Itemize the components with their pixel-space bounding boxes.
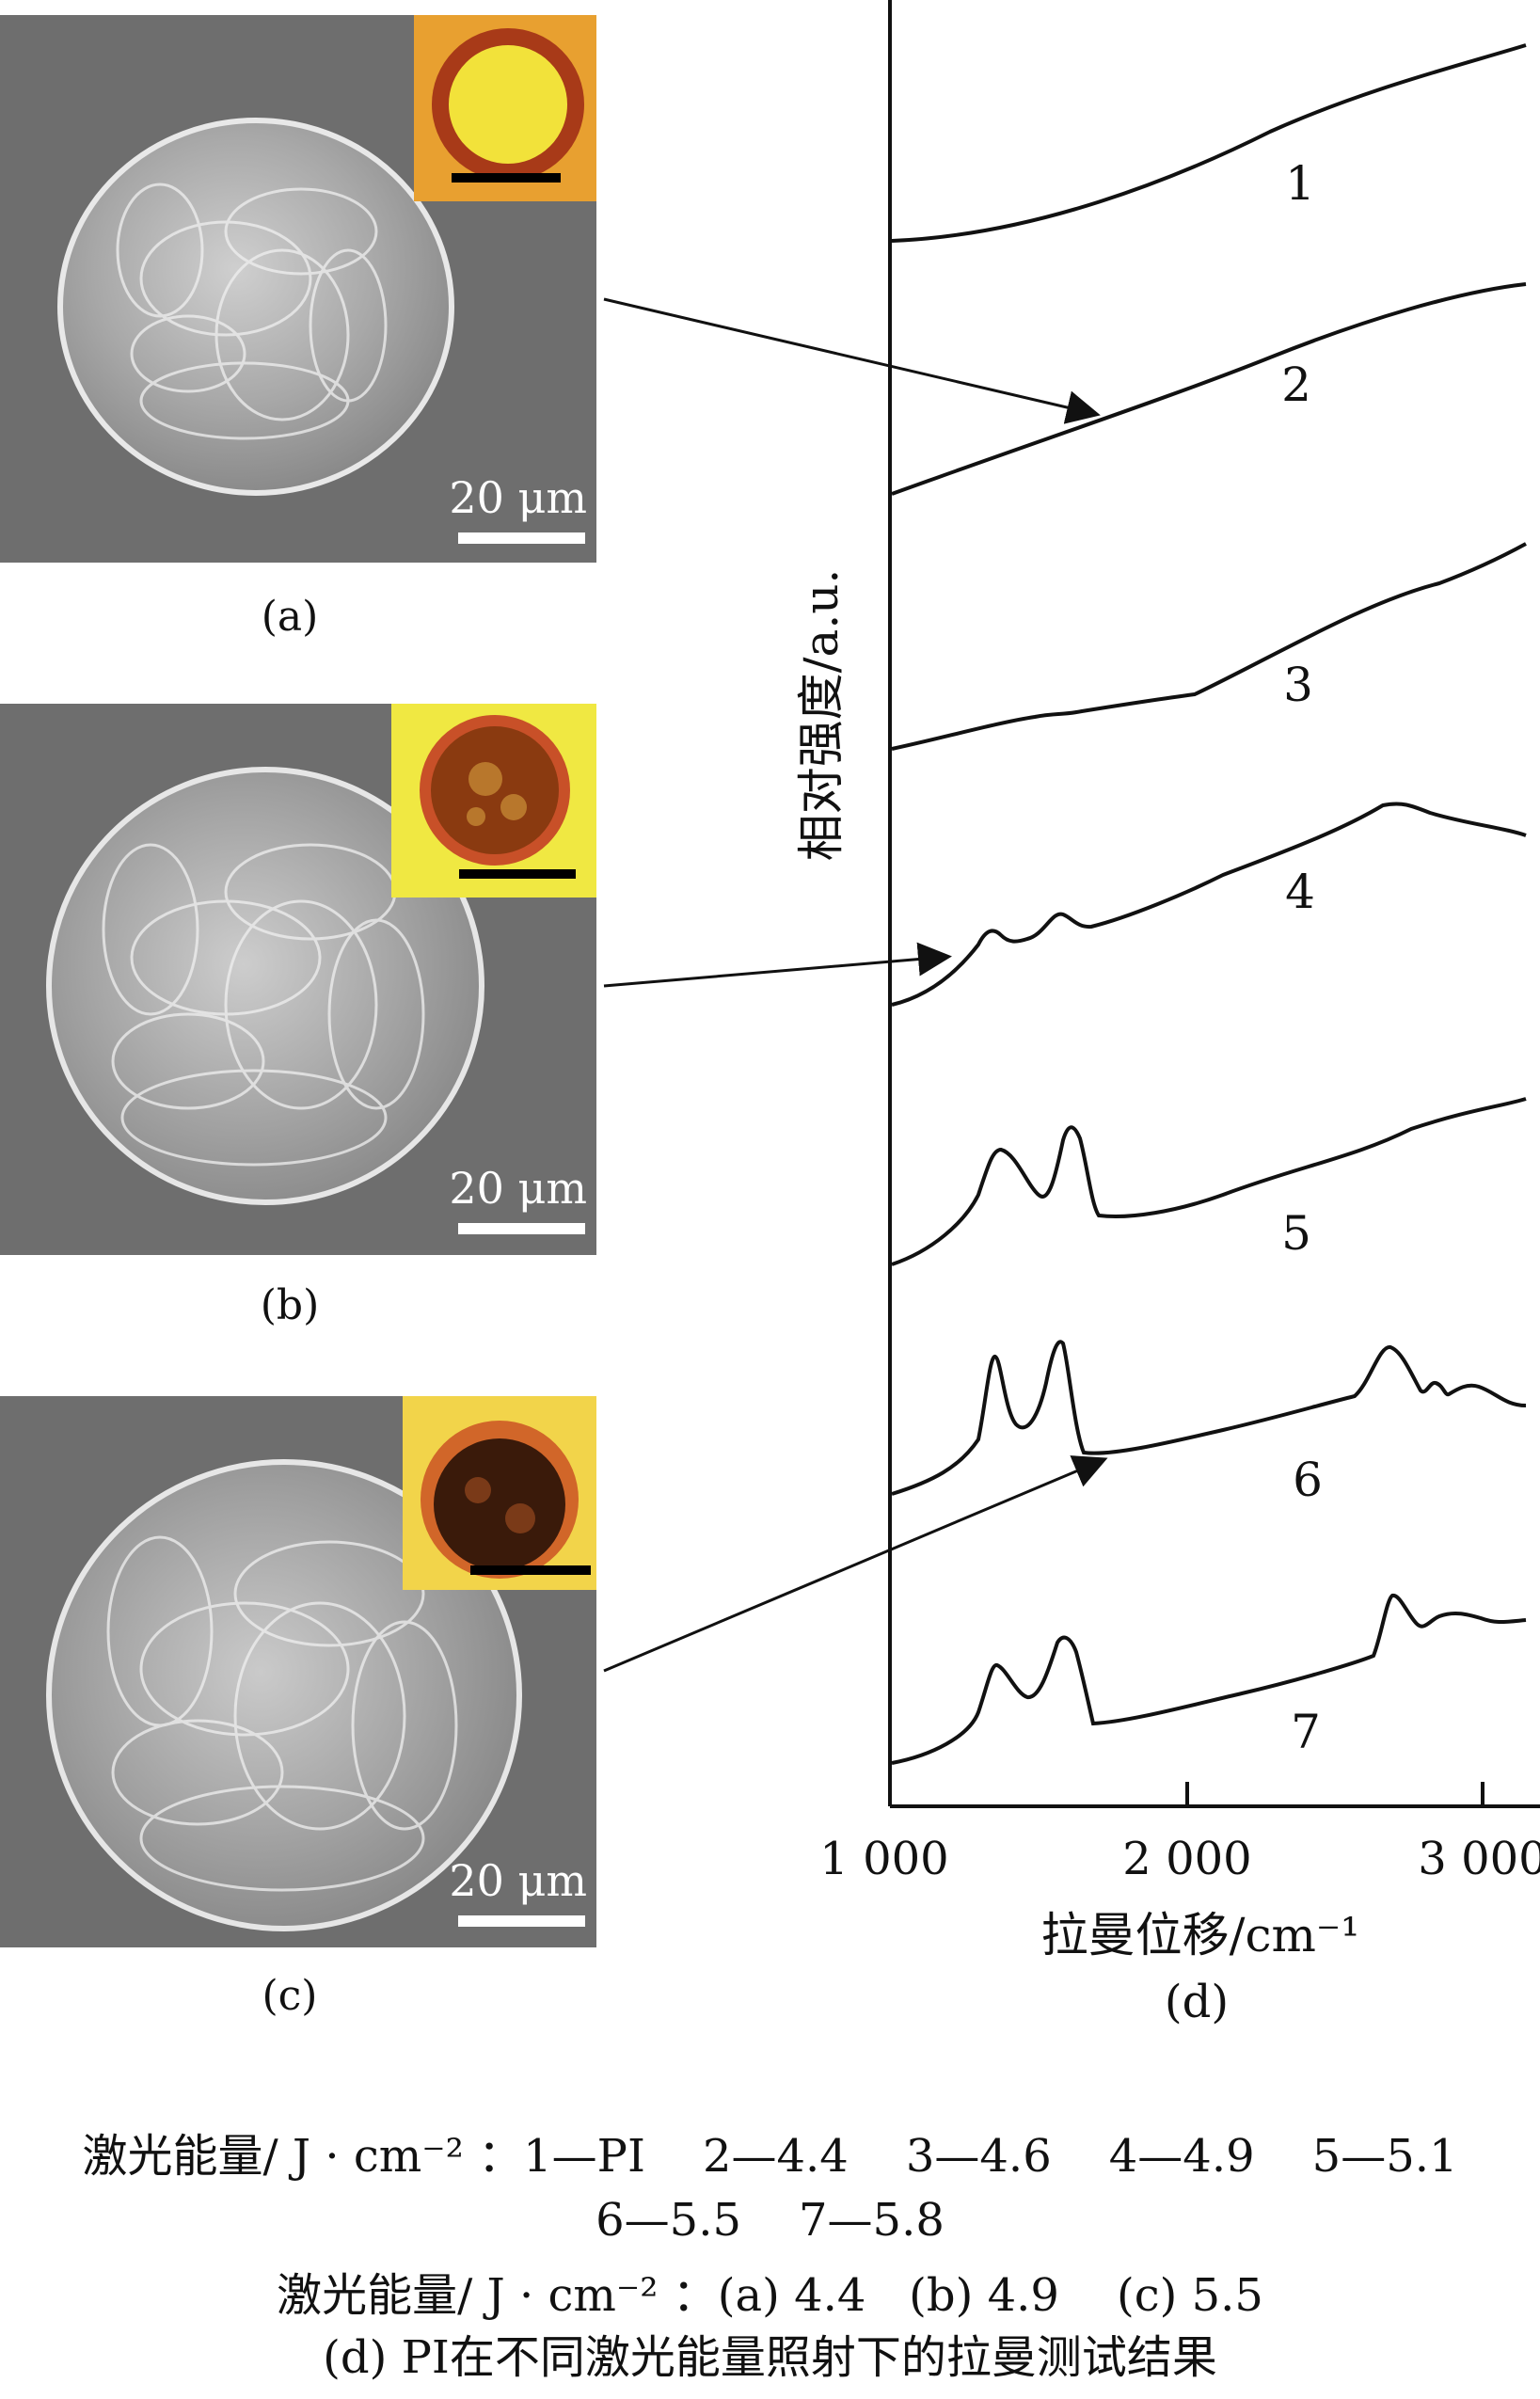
curve-label-2: 2 <box>1281 357 1311 412</box>
y-axis-title: 相对强度/a.u. <box>794 569 849 862</box>
raman-curve-3 <box>891 542 1527 751</box>
sem-image-b <box>46 767 484 1205</box>
panel-label-b: (b) <box>260 1281 320 1329</box>
raman-curve-2 <box>891 282 1527 496</box>
optical-inset-b <box>391 704 596 898</box>
sem-panel-b: 20 μm <box>0 704 596 1255</box>
x-tick-label-3000: 3 000 <box>1418 1833 1540 1885</box>
curve-label-1: 1 <box>1285 156 1315 211</box>
optical-inset-c <box>403 1396 596 1590</box>
raman-curve-1 <box>891 43 1527 243</box>
curve-label-4: 4 <box>1285 865 1315 919</box>
scale-bar-a <box>458 532 585 544</box>
panel-label-a: (a) <box>261 593 319 641</box>
sem-panel-c: 20 μm <box>0 1396 596 1947</box>
raman-curve-6 <box>891 1340 1527 1496</box>
x-axis-title: 拉曼位移/cm⁻¹ <box>1041 1908 1360 1962</box>
scale-bar-b <box>458 1223 585 1234</box>
sem-panel-a: 20 μm <box>0 15 596 563</box>
sem-image-a <box>57 118 454 496</box>
panel-label-c: (c) <box>262 1972 318 2020</box>
curve-label-6: 6 <box>1293 1453 1323 1507</box>
arrow-b-to-4 <box>603 942 952 988</box>
scale-label-b: 20 μm <box>449 1163 587 1214</box>
scale-label-a: 20 μm <box>449 472 587 523</box>
curve-label-7: 7 <box>1291 1705 1321 1759</box>
caption-line-2: 6—5.5 7—5.8 <box>595 2194 945 2247</box>
sem-image-c <box>46 1459 522 1931</box>
raman-curve-4 <box>891 802 1527 1007</box>
curve-label-5: 5 <box>1281 1206 1311 1261</box>
arrow-c-to-6 <box>603 1455 1108 1673</box>
caption-line-4: (d) PI在不同激光能量照射下的拉曼测试结果 <box>323 2331 1217 2384</box>
x-tick-label-2000: 2 000 <box>1122 1833 1251 1885</box>
raman-curve-7 <box>891 1594 1527 1765</box>
caption-line-3: 激光能量/ J · cm⁻² ：(a) 4.4 (b) 4.9 (c) 5.5 <box>277 2269 1263 2322</box>
raman-chart: 1 2 3 4 5 6 7 1 000 2 000 3 000 拉曼位移/cm⁻… <box>603 0 1540 2028</box>
x-tick-label-1000: 1 000 <box>819 1833 948 1885</box>
scale-bar-c <box>458 1915 585 1927</box>
curve-label-3: 3 <box>1283 658 1313 712</box>
scale-label-c: 20 μm <box>449 1855 587 1906</box>
raman-curve-5 <box>891 1097 1527 1266</box>
optical-inset-a <box>414 15 596 201</box>
caption-line-1: 激光能量/ J · cm⁻² ：1—PI 2—4.4 3—4.6 4—4.9 5… <box>82 2130 1458 2183</box>
arrow-a-to-2 <box>603 297 1101 424</box>
panel-label-d: (d) <box>1165 1976 1229 2028</box>
